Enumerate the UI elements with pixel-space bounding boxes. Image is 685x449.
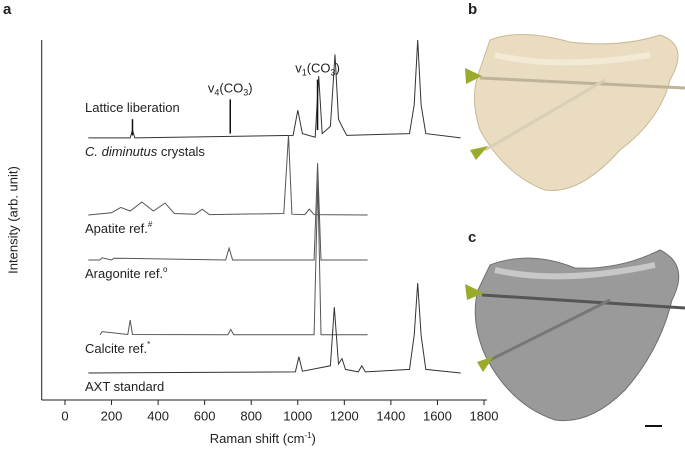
x-tick-label: 200	[101, 408, 123, 423]
series-label-text: Calcite ref.	[85, 341, 147, 356]
series-label-text: Apatite ref.	[85, 221, 148, 236]
series-label-text: crystals	[161, 144, 206, 159]
x-tick-label: 800	[240, 408, 262, 423]
series-label-text: Aragonite ref.	[85, 266, 163, 281]
annotation-part: 3	[331, 68, 336, 78]
x-tick-label: 0	[61, 408, 68, 423]
panel-label: a	[3, 1, 12, 18]
spectrum	[88, 39, 461, 139]
series-label: Calcite ref.*	[85, 340, 150, 356]
annotation-part: 4	[214, 88, 219, 98]
series-label: AXT standard	[85, 379, 164, 394]
annotation-part: v	[295, 61, 302, 76]
annotation-part: (CO	[219, 81, 243, 96]
x-tick-label: 400	[147, 408, 169, 423]
series-label: Apatite ref.#	[85, 220, 153, 236]
x-axis-label: Raman shift (cm-1)	[210, 431, 316, 446]
photo-c	[465, 249, 685, 427]
annotation-part: Lattice liberation	[85, 101, 180, 116]
series-label: C. diminutus crystals	[85, 144, 205, 159]
x-tick-label: 1800	[470, 408, 499, 423]
spectrum	[88, 134, 368, 216]
spectrum	[99, 179, 368, 336]
annotation-part: (CO	[307, 61, 331, 76]
annotation-part: )	[248, 81, 252, 96]
annotation: v1(CO3)	[295, 61, 340, 78]
x-tick-label: 1000	[283, 408, 312, 423]
spectrum	[88, 282, 461, 374]
annotation-part: 3	[243, 88, 248, 98]
series-label-sup: #	[148, 220, 153, 229]
series-label-italic: C. diminutus	[85, 144, 158, 159]
y-axis-label: Intensity (arb. unit)	[5, 166, 20, 274]
annotation: Lattice liberation	[85, 101, 180, 116]
series-label: Aragonite ref.o	[85, 265, 168, 281]
x-tick-label: 600	[194, 408, 216, 423]
spectrum	[88, 163, 368, 261]
panel-label: c	[468, 229, 476, 246]
series-label-sup: o	[163, 265, 168, 274]
x-axis-label-text: Raman shift (cm	[210, 431, 305, 446]
x-tick-label: 1400	[376, 408, 405, 423]
photo-b	[465, 34, 685, 191]
x-axis-label-end: )	[312, 431, 316, 446]
annotation-part: )	[336, 61, 340, 76]
annotation-part: 1	[302, 68, 307, 78]
x-tick-label: 1200	[330, 408, 359, 423]
annotation: v4(CO3)	[208, 81, 253, 98]
x-axis-label-sup: -1	[304, 431, 312, 440]
series-label-text: AXT standard	[85, 379, 164, 394]
series-label-sup: *	[147, 340, 150, 349]
annotation-part: v	[208, 81, 215, 96]
panel-label: b	[468, 1, 477, 18]
x-tick-label: 1600	[423, 408, 452, 423]
